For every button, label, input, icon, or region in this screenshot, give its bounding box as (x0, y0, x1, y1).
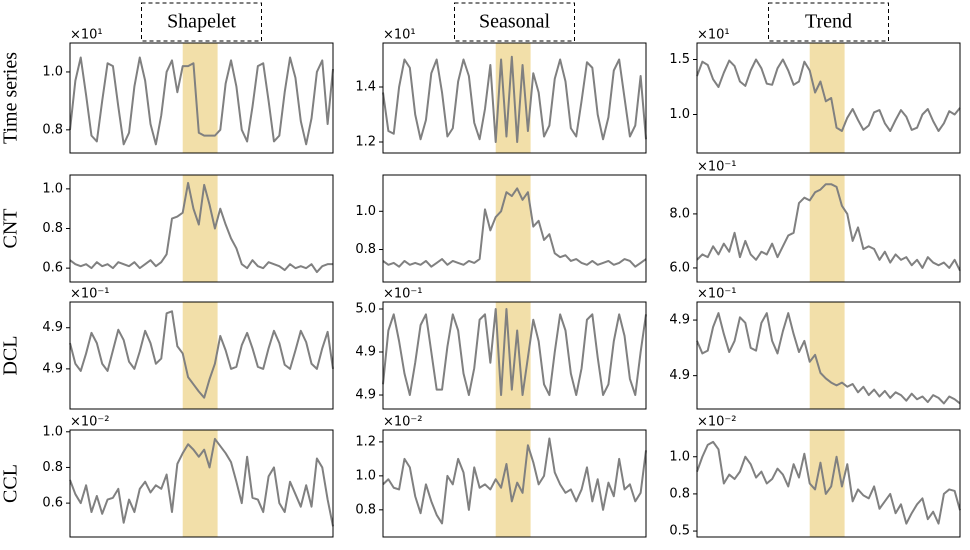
series-line (696, 440, 961, 525)
offset-label: ×10¹ (697, 28, 730, 43)
series-line (69, 56, 334, 146)
y-tick-label: 5.0 (355, 301, 376, 316)
column-title: Seasonal (479, 11, 551, 33)
y-tick-label: 1.0 (42, 64, 63, 79)
axes-frame (382, 42, 647, 154)
offset-label: ×10¹ (383, 28, 416, 43)
y-tick-label: 1.0 (355, 468, 376, 483)
series-line (382, 437, 647, 525)
axes-frame (69, 42, 334, 154)
offset-label: ×10⁻² (383, 415, 423, 430)
y-tick-label: 4.9 (355, 388, 376, 403)
column-title: Trend (805, 11, 852, 33)
axes-frame (696, 42, 961, 154)
y-tick-label: 0.8 (42, 122, 63, 137)
y-tick-label: 0.6 (42, 261, 63, 276)
axes-frame (696, 429, 961, 538)
highlight-span (495, 175, 531, 282)
axes-frame (69, 429, 334, 538)
y-tick-label: 1.0 (42, 181, 63, 196)
row-label: DCL (0, 336, 22, 376)
axes-frame (696, 174, 961, 283)
series-line (696, 183, 961, 272)
y-tick-label: 1.0 (42, 424, 63, 439)
row-label: CCL (0, 464, 22, 503)
y-tick-label: 1.2 (355, 135, 376, 150)
y-tick-label: 0.8 (355, 242, 376, 257)
y-tick-label: 8.0 (669, 206, 690, 221)
title-box (768, 2, 889, 42)
offset-label: ×10⁻¹ (697, 160, 737, 175)
highlight-span (182, 175, 218, 282)
y-tick-label: 0.5 (669, 524, 690, 539)
row-label: Time series (0, 52, 22, 144)
y-tick-label: 1.0 (355, 204, 376, 219)
offset-label: ×10⁻¹ (70, 287, 110, 302)
y-tick-label: 0.8 (669, 486, 690, 501)
title-box (141, 2, 262, 42)
series-line (696, 312, 961, 405)
y-tick-label: 0.8 (42, 221, 63, 236)
series-line (69, 310, 334, 399)
y-tick-label: 4.9 (669, 368, 690, 383)
column-title: Shapelet (167, 11, 236, 33)
series-line (69, 437, 334, 527)
series-line (696, 58, 961, 132)
highlight-span (495, 430, 531, 537)
axes-frame (69, 174, 334, 283)
y-tick-label: 6.0 (669, 260, 690, 275)
axes-frame (696, 301, 961, 410)
highlight-span (809, 175, 845, 282)
y-tick-label: 4.9 (669, 313, 690, 328)
row-label: CNT (0, 209, 22, 249)
y-tick-label: 0.8 (42, 460, 63, 475)
y-tick-label: 1.4 (355, 80, 376, 95)
offset-label: ×10⁻² (70, 415, 110, 430)
y-tick-label: 1.0 (669, 107, 690, 122)
series-line (382, 55, 647, 143)
series-line (382, 187, 647, 268)
title-box (454, 2, 575, 42)
offset-label: ×10⁻¹ (383, 287, 423, 302)
series-line (69, 181, 333, 274)
y-tick-label: 1.5 (669, 52, 690, 67)
series-line (382, 307, 647, 397)
y-tick-label: 0.6 (42, 496, 63, 511)
highlight-span (182, 302, 218, 409)
offset-label: ×10¹ (70, 28, 103, 43)
axes-frame (382, 429, 647, 538)
offset-label: ×10⁻¹ (697, 287, 737, 302)
y-tick-label: 1.2 (355, 434, 376, 449)
highlight-span (182, 430, 218, 537)
y-tick-label: 4.9 (355, 345, 376, 360)
axes-frame (382, 174, 647, 283)
offset-label: ×10⁻² (697, 415, 737, 430)
highlight-span (809, 43, 845, 153)
y-tick-label: 1.0 (669, 449, 690, 464)
highlight-span (809, 430, 845, 537)
y-tick-label: 4.9 (42, 320, 63, 335)
y-tick-label: 0.8 (355, 502, 376, 517)
y-tick-label: 4.9 (42, 361, 63, 376)
axes-frame (382, 301, 647, 410)
axes-frame (69, 301, 334, 410)
